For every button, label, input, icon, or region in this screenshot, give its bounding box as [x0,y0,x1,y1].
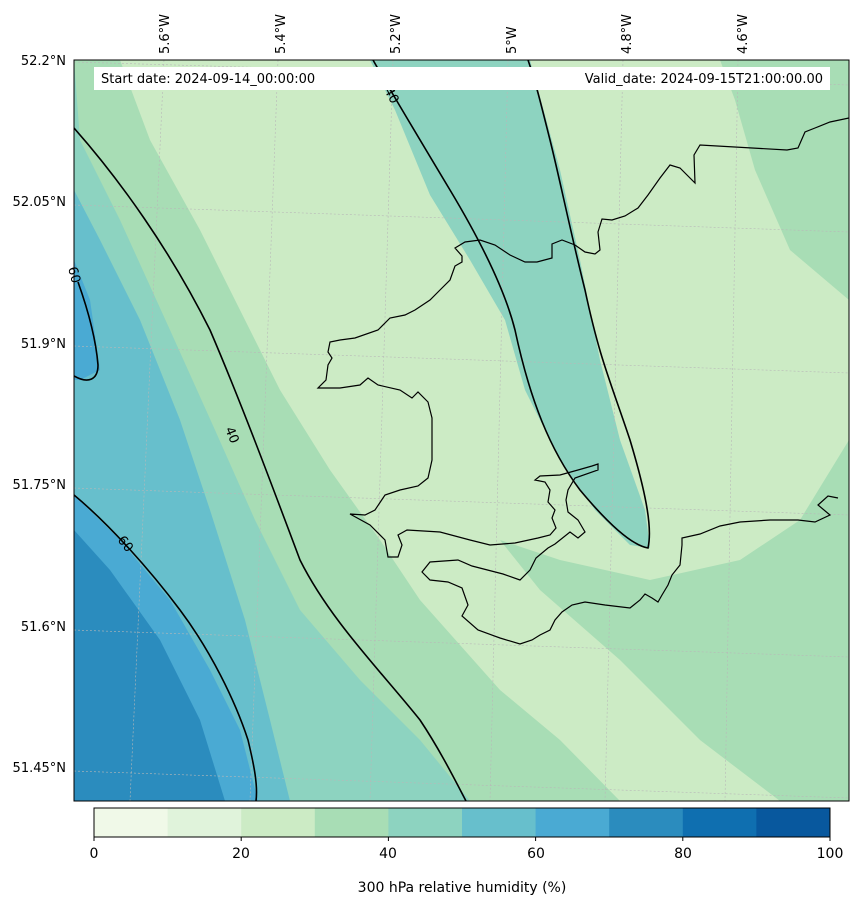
colorbar-tick-label: 60 [527,846,545,862]
colorbar: 0 20 40 60 80 100 300 hPa relative humid… [90,807,844,896]
lon-label: 5.2°W [389,14,404,54]
colorbar-tick-label: 80 [674,846,692,862]
colorbar-ticks [93,837,831,841]
band-40-50-plume [370,60,650,548]
band-40-50-right-strip [500,440,849,801]
start-date-label: Start date: 2024-09-14_00:00:00 [101,72,315,87]
colorbar-swatch [462,808,537,837]
lon-label: 4.6°W [736,14,751,54]
colorbar-swatches [94,808,831,837]
colorbar-tick-label: 0 [90,846,99,862]
lat-label: 51.6°N [21,620,66,635]
valid-date-label: Valid_date: 2024-09-15T21:00:00.00 [585,72,823,87]
longitude-labels: 5.6°W 5.4°W 5.2°W 5°W 4.8°W 4.6°W [158,14,751,54]
colorbar-swatch [682,808,757,837]
colorbar-frame [93,807,831,838]
contour-lines [74,60,651,801]
colorbar-swatch [756,808,831,837]
coastline-main [316,117,849,645]
colorbar-swatch [535,808,610,837]
colorbar-tick-label: 40 [379,846,397,862]
colorbar-swatch [167,808,242,837]
contour-label-40-left: 40 [221,425,241,446]
map-frame [73,59,850,802]
colorbar-swatch [241,808,316,837]
colorbar-swatch [94,808,169,837]
contour-label-40-plume: 40 [380,85,401,107]
lat-label: 51.75°N [13,478,66,493]
info-box-background [94,67,830,90]
contour-60-lower [74,494,258,801]
info-box: Start date: 2024-09-14_00:00:00 Valid_da… [94,67,830,90]
lat-label: 51.9°N [21,337,66,352]
contour-40-plume [372,60,651,549]
colorbar-tick-label: 100 [817,846,844,862]
latitude-labels: 52.2°N 52.05°N 51.9°N 51.75°N 51.6°N 51.… [13,54,66,776]
colorbar-swatch [609,808,684,837]
lat-label: 51.45°N [13,761,66,776]
lon-label: 5.6°W [158,14,173,54]
band-70-80-lower [74,530,225,801]
humidity-fill-bands [74,60,849,801]
graticule [74,60,849,801]
colorbar-title: 300 hPa relative humidity (%) [358,880,567,896]
colorbar-swatch [388,808,463,837]
contour-40-left [74,127,467,801]
lat-label: 52.05°N [13,195,66,210]
coastline [316,117,849,645]
lat-label: 52.2°N [21,54,66,69]
contour-60-upper [74,281,99,381]
colorbar-swatch [314,808,389,837]
lon-label: 5°W [505,26,520,54]
lon-label: 5.4°W [274,14,289,54]
lon-label: 4.8°W [620,14,635,54]
colorbar-tick-label: 20 [232,846,250,862]
